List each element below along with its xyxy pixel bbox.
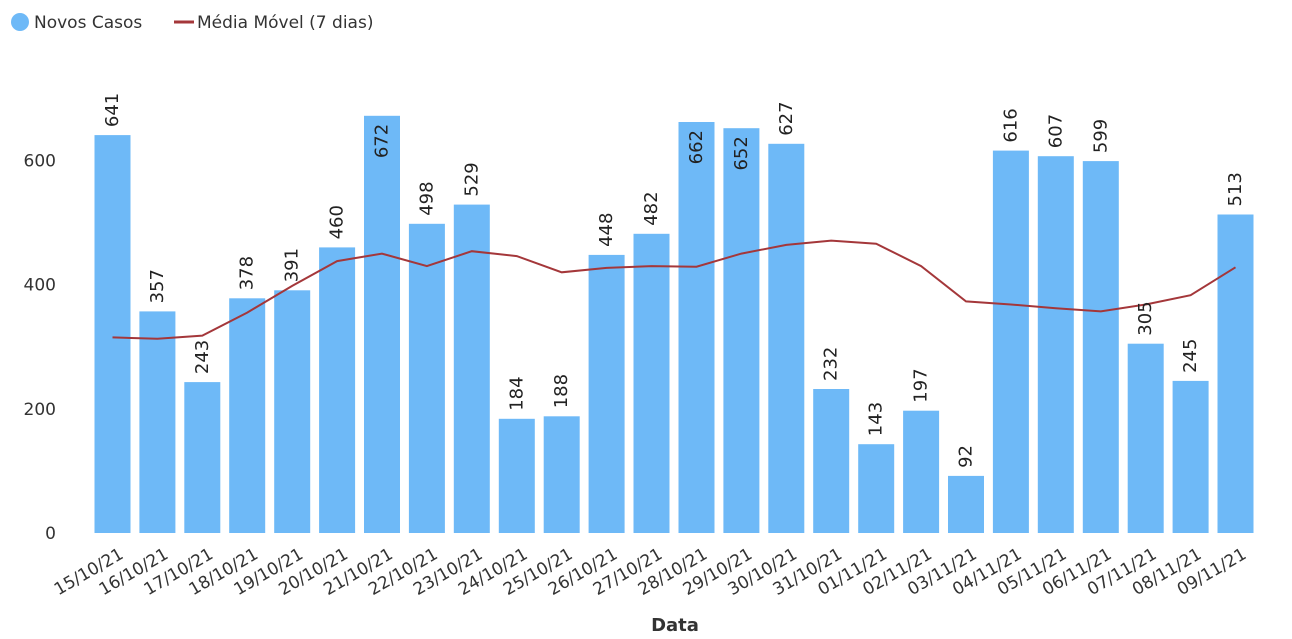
y-axis-ticks: 0 200 400 600 [24,152,56,544]
bar [588,254,625,533]
y-tick-label: 0 [45,524,56,544]
bar [408,223,445,534]
bar [992,150,1029,533]
legend-bar-swatch [11,13,29,31]
data-label: 184 [506,376,527,410]
bar [813,389,850,533]
bar [678,122,715,533]
legend: Novos Casos Média Móvel (7 dias) [11,13,373,33]
bar [1172,380,1209,533]
x-axis-title: Data [651,615,699,636]
data-label: 232 [821,347,842,381]
data-label: 378 [237,256,258,290]
bar [274,290,311,533]
bar [94,135,131,533]
bar [139,311,176,533]
data-label: 513 [1225,172,1246,206]
data-label: 391 [282,248,303,282]
bar [1127,343,1164,533]
data-label: 245 [1180,339,1201,373]
bar [364,115,400,534]
bar [1082,161,1119,533]
data-label: 529 [461,162,482,196]
data-label: 482 [641,191,662,225]
bar [948,475,984,533]
data-label: 460 [327,205,348,239]
bar [633,233,670,534]
data-label: 627 [776,101,797,135]
data-label: 498 [416,181,437,215]
y-tick-label: 200 [24,400,56,420]
data-label: 448 [596,213,617,247]
data-label: 92 [956,445,977,468]
bar [498,418,535,533]
data-label: 357 [147,269,168,303]
bar [319,247,356,533]
data-label: 607 [1045,114,1066,148]
data-label: 652 [731,136,752,170]
data-label: 616 [1000,108,1021,142]
bar [723,128,760,533]
data-label: 188 [551,374,572,408]
y-tick-label: 600 [24,152,56,172]
bars [94,115,1254,534]
bar [184,382,221,533]
bar [768,143,805,534]
bar [453,204,490,533]
data-label: 662 [686,130,707,164]
bar [543,416,580,533]
data-label: 243 [192,340,213,374]
data-label: 599 [1090,119,1111,153]
data-label: 672 [372,124,393,158]
bar [229,298,266,533]
y-tick-label: 400 [24,276,56,296]
bar [858,444,895,533]
bar [903,410,940,533]
legend-line-label: Média Móvel (7 dias) [197,13,373,33]
data-label: 641 [102,93,123,127]
data-label: 197 [911,368,932,402]
legend-bar-label: Novos Casos [34,13,142,33]
data-labels: 641 357 243 378 391 460 672 498 529 184 188 448 482 6… [102,93,1246,468]
data-label: 305 [1135,301,1156,335]
moving-average-line [112,239,1237,340]
bar [1037,156,1074,533]
x-axis-ticks: 15/10/2116/10/2117/10/2118/10/2119/10/21… [51,544,1250,600]
bar [1217,214,1254,533]
data-label: 143 [866,402,887,436]
